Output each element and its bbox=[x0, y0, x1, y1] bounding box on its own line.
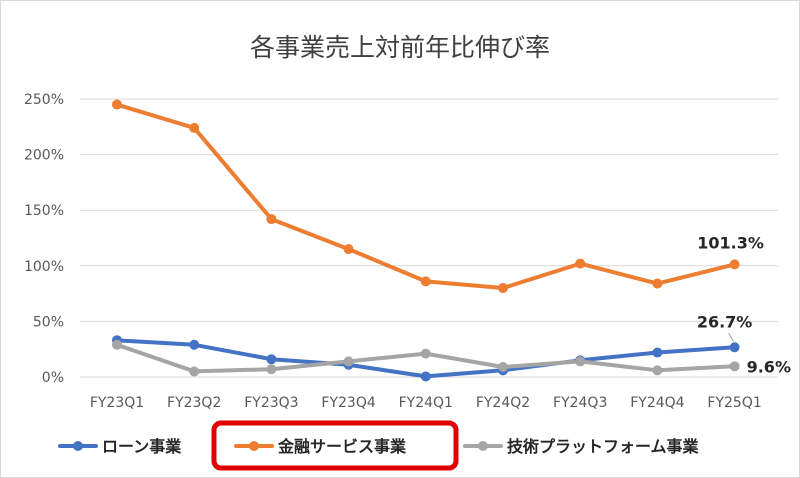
x-tick-label: FY24Q2 bbox=[476, 395, 530, 411]
data-point bbox=[420, 348, 431, 359]
legend-swatch-marker bbox=[73, 441, 83, 451]
data-point bbox=[343, 244, 354, 255]
y-tick-label: 100% bbox=[24, 259, 64, 275]
data-label-leader bbox=[728, 333, 735, 342]
legend-label: 技術プラットフォーム事業 bbox=[507, 437, 700, 456]
data-point bbox=[729, 361, 740, 372]
x-tick-label: FY23Q1 bbox=[90, 395, 144, 411]
y-tick-label: 0% bbox=[42, 370, 64, 386]
series-line-1 bbox=[115, 102, 737, 290]
legend-item: ローン事業 bbox=[58, 437, 182, 456]
y-tick-label: 150% bbox=[24, 203, 64, 219]
y-tick-label: 200% bbox=[24, 148, 64, 164]
legend-label: ローン事業 bbox=[102, 437, 182, 456]
x-axis-ticks: FY23Q1 FY23Q2 FY23Q3 FY23Q4 FY24Q1 FY24Q2 FY24… bbox=[90, 395, 762, 411]
data-point bbox=[652, 347, 663, 358]
data-point bbox=[420, 371, 431, 382]
legend-highlight-box bbox=[211, 420, 459, 471]
data-point bbox=[420, 276, 431, 287]
series-points bbox=[112, 99, 740, 382]
legend: ローン事業 金融サービス事業 技術プラットフォーム事業 bbox=[58, 420, 700, 471]
data-point bbox=[652, 278, 663, 289]
gridlines bbox=[80, 98, 778, 378]
legend-item: 金融サービス事業 bbox=[234, 437, 407, 456]
data-label: 101.3% bbox=[697, 233, 764, 252]
y-axis-ticks: 0% 50% 100% 150% 200% 250% bbox=[24, 92, 64, 386]
x-tick-label: FY24Q1 bbox=[399, 395, 453, 411]
legend-swatch-marker bbox=[249, 441, 259, 451]
data-label: 26.7% bbox=[697, 312, 753, 331]
data-labels: 101.3% 26.7% 9.6% bbox=[697, 233, 791, 376]
data-point bbox=[498, 361, 508, 372]
data-point bbox=[266, 364, 277, 375]
data-point bbox=[266, 214, 277, 225]
data-point bbox=[112, 99, 122, 110]
data-point bbox=[112, 339, 122, 350]
x-tick-label: FY24Q3 bbox=[553, 395, 607, 411]
data-point bbox=[575, 356, 586, 367]
y-tick-label: 250% bbox=[24, 92, 64, 108]
data-point bbox=[729, 342, 740, 353]
data-point bbox=[575, 258, 586, 269]
x-tick-label: FY23Q3 bbox=[244, 395, 298, 411]
data-point bbox=[652, 365, 663, 376]
data-point bbox=[189, 366, 200, 377]
data-point bbox=[343, 356, 354, 367]
legend-item: 技術プラットフォーム事業 bbox=[463, 437, 700, 456]
series-lines bbox=[115, 102, 737, 379]
data-point bbox=[266, 354, 277, 365]
legend-label: 金融サービス事業 bbox=[277, 437, 407, 456]
chart-title: 各事業売上対前年比伸び率 bbox=[250, 33, 550, 62]
legend-swatch-marker bbox=[478, 441, 488, 451]
x-tick-label: FY23Q4 bbox=[321, 395, 375, 411]
x-tick-label: FY25Q1 bbox=[707, 395, 761, 411]
data-point bbox=[189, 122, 200, 133]
x-tick-label: FY24Q4 bbox=[630, 395, 684, 411]
x-tick-label: FY23Q2 bbox=[167, 395, 221, 411]
data-label: 9.6% bbox=[747, 357, 791, 376]
data-point bbox=[729, 259, 740, 270]
data-point bbox=[189, 339, 200, 350]
data-point bbox=[498, 283, 508, 294]
y-tick-label: 50% bbox=[33, 314, 64, 330]
